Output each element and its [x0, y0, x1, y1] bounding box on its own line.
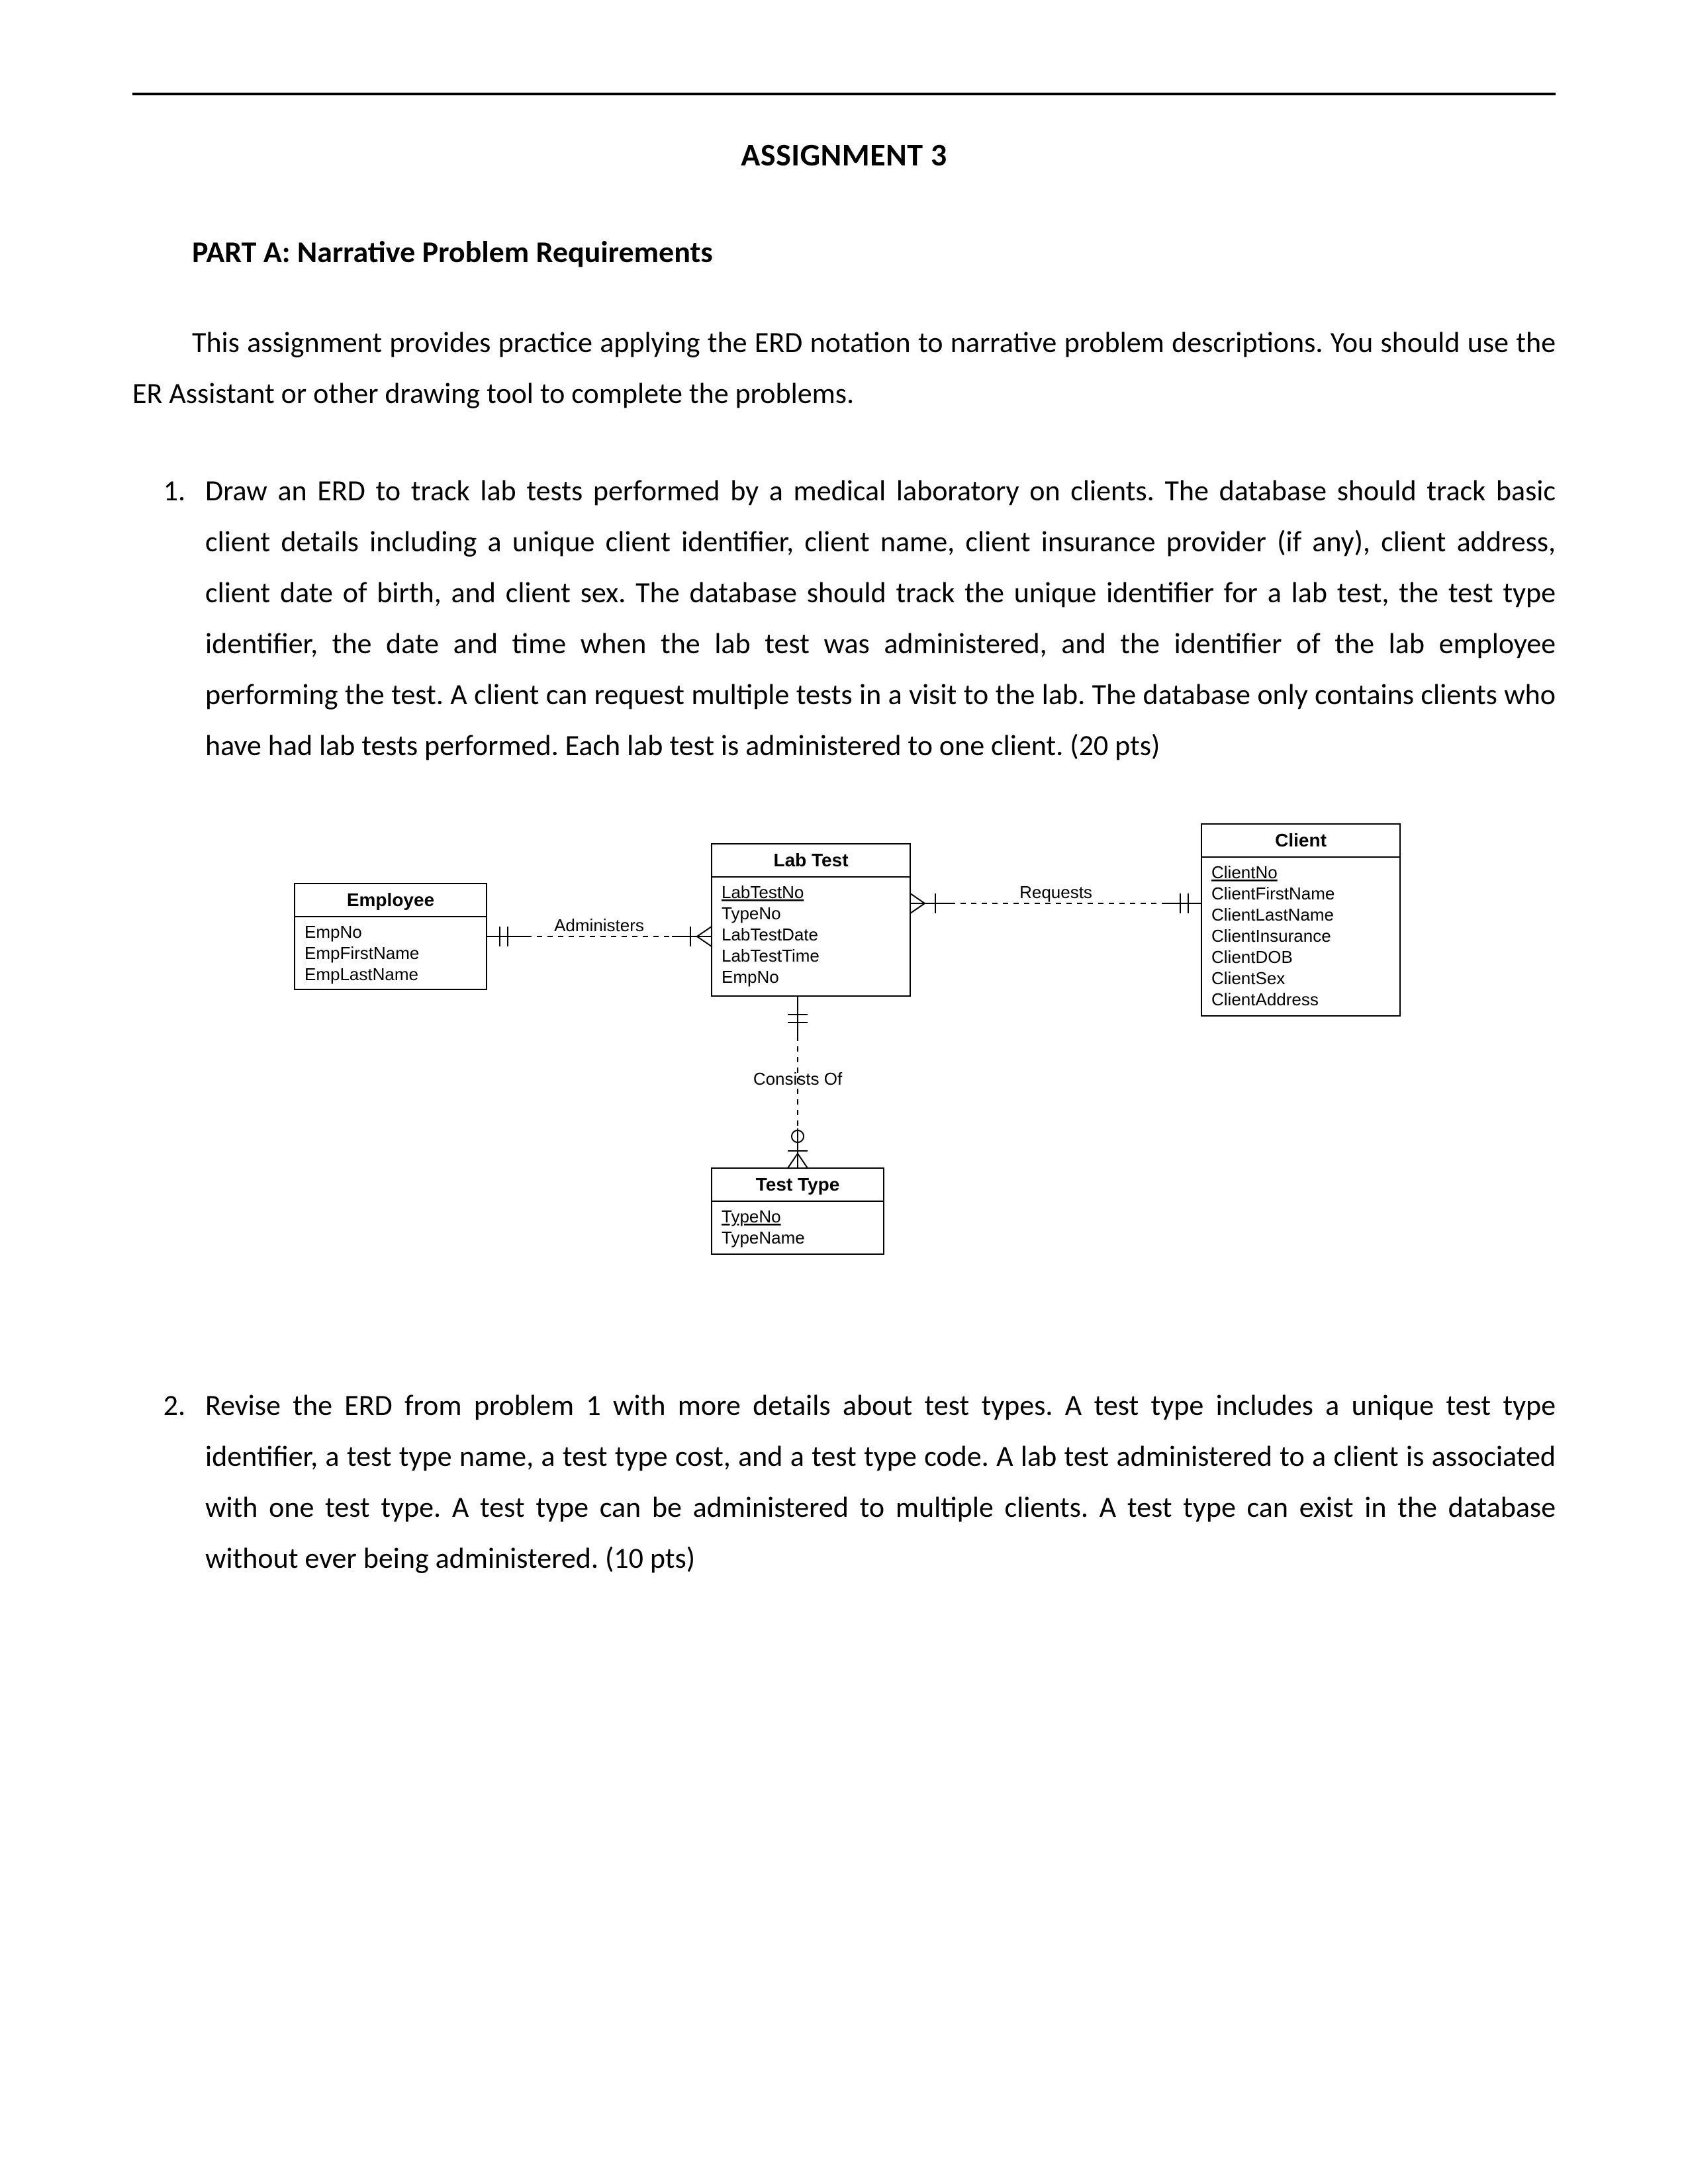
rel-administers-label: Administers — [554, 915, 644, 935]
doc-title: ASSIGNMENT 3 — [132, 135, 1556, 174]
employee-title: Employee — [347, 889, 434, 910]
rel-consistsof-label: Consists Of — [753, 1069, 843, 1089]
problem-1: Draw an ERD to track lab tests performed… — [192, 465, 1556, 771]
top-rule — [132, 93, 1556, 95]
testtype-attr-typeno: TypeNo — [722, 1206, 781, 1226]
erd-svg: Employee EmpNo EmpFirstName EmpLastName … — [255, 811, 1433, 1327]
client-attr-firstname: ClientFirstName — [1211, 884, 1335, 903]
client-attr-address: ClientAddress — [1211, 989, 1319, 1009]
problem-list: Draw an ERD to track lab tests performed… — [132, 465, 1556, 771]
employee-attr-firstname: EmpFirstName — [305, 943, 419, 963]
client-attr-insurance: ClientInsurance — [1211, 926, 1331, 946]
entity-client: Client ClientNo ClientFirstName ClientLa… — [1201, 824, 1400, 1016]
labtest-title: Lab Test — [773, 850, 848, 870]
client-attr-lastname: ClientLastName — [1211, 905, 1334, 925]
intro-paragraph: This assignment provides practice applyi… — [132, 317, 1556, 419]
client-title: Client — [1275, 830, 1327, 850]
rel-requests-label: Requests — [1019, 882, 1092, 902]
document-page: ASSIGNMENT 3 PART A: Narrative Problem R… — [0, 0, 1688, 2184]
entity-labtest: Lab Test LabTestNo TypeNo LabTestDate La… — [712, 844, 910, 996]
part-heading: PART A: Narrative Problem Requirements — [192, 234, 1556, 271]
problem-2: Revise the ERD from problem 1 with more … — [192, 1380, 1556, 1584]
problem-list-2: Revise the ERD from problem 1 with more … — [132, 1380, 1556, 1584]
client-attr-dob: ClientDOB — [1211, 947, 1293, 967]
labtest-attr-labtestno: LabTestNo — [722, 882, 804, 902]
testtype-title: Test Type — [756, 1174, 840, 1195]
labtest-attr-typeno: TypeNo — [722, 903, 781, 923]
erd-figure: Employee EmpNo EmpFirstName EmpLastName … — [132, 811, 1556, 1327]
employee-attr-lastname: EmpLastName — [305, 964, 418, 984]
labtest-attr-empno: EmpNo — [722, 967, 779, 987]
testtype-attr-typename: TypeName — [722, 1228, 805, 1248]
employee-attr-empno: EmpNo — [305, 922, 362, 942]
entity-testtype: Test Type TypeNo TypeName — [712, 1168, 884, 1254]
client-attr-sex: ClientSex — [1211, 968, 1285, 988]
labtest-attr-labtestdate: LabTestDate — [722, 925, 818, 944]
rel-consists-of: Consists Of — [753, 996, 843, 1168]
labtest-attr-labtesttime: LabTestTime — [722, 946, 820, 966]
rel-administers: Administers — [487, 915, 712, 946]
rel-requests: Requests — [910, 882, 1201, 913]
client-attr-clientno: ClientNo — [1211, 862, 1278, 882]
entity-employee: Employee EmpNo EmpFirstName EmpLastName — [295, 884, 487, 989]
